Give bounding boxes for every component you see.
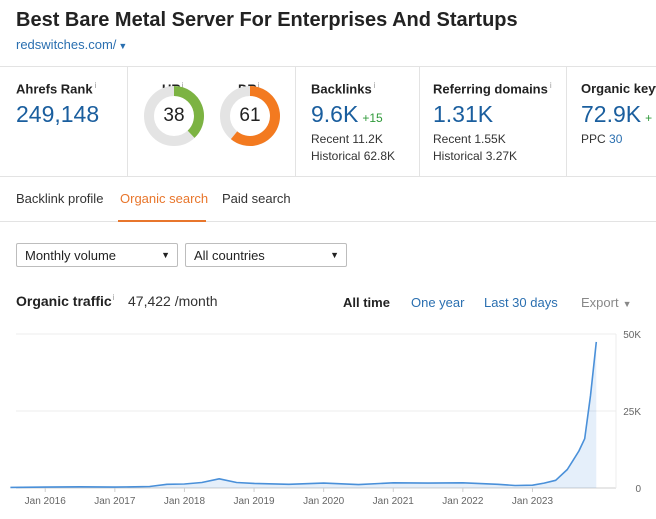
x-tick-label: Jan 2016	[25, 496, 67, 507]
x-tick-label: Jan 2023	[512, 496, 554, 507]
referring-domains-label: Referring domains i	[433, 81, 552, 97]
ur-value: 38	[163, 105, 185, 126]
report-tabs: Backlink profile Organic search Paid sea…	[0, 178, 656, 222]
x-tick-label: Jan 2022	[442, 496, 484, 507]
chevron-down-icon[interactable]: ▼	[118, 41, 128, 51]
dr-gauge	[220, 86, 280, 146]
ur-dr-card: URi 38 DRi 61	[128, 67, 296, 177]
backlinks-recent: Recent 11.2K	[311, 132, 383, 146]
dr-value: 61	[239, 105, 261, 126]
info-icon[interactable]: i	[549, 81, 552, 90]
organic-keywords-value[interactable]: 72.9K +	[581, 101, 653, 127]
x-tick-label: Jan 2018	[164, 496, 206, 507]
ahrefs-rank-card: Ahrefs Rank i 249,148	[0, 67, 128, 177]
ur-gauge-arc	[173, 86, 204, 138]
caret-down-icon: ▼	[330, 250, 339, 260]
x-tick-label: Jan 2020	[303, 496, 345, 507]
backlinks-value[interactable]: 9.6K +15	[311, 101, 383, 127]
ppc-count: PPC 30	[581, 132, 623, 146]
y-tick-label: 0	[635, 484, 641, 495]
volume-select[interactable]: Monthly volume ▼	[16, 243, 178, 267]
tab-paid-search[interactable]: Paid search	[222, 191, 291, 206]
info-icon[interactable]: i	[181, 81, 184, 90]
metrics-bar: Ahrefs Rank i 249,148 URi 38 DRi 61 Backl…	[0, 66, 656, 177]
range-last-30-days[interactable]: Last 30 days	[484, 295, 558, 310]
backlinks-card: Backlinks i 9.6K +15 Recent 11.2K Historic…	[296, 67, 420, 177]
country-select-value: All countries	[194, 248, 265, 263]
ahrefs-rank-value: 249,148	[16, 101, 100, 127]
referring-domains-recent: Recent 1.55K	[433, 132, 506, 146]
export-button[interactable]: Export ▼	[581, 295, 632, 310]
x-tick-label: Jan 2021	[373, 496, 415, 507]
info-icon[interactable]: i	[94, 81, 97, 90]
range-one-year[interactable]: One year	[411, 295, 465, 310]
caret-down-icon: ▼	[622, 299, 632, 309]
tab-organic-search[interactable]: Organic search	[120, 191, 209, 206]
organic-traffic-value: 47,422 /month	[128, 293, 218, 309]
info-icon[interactable]: i	[257, 81, 260, 90]
info-icon[interactable]: i	[373, 81, 376, 90]
page-title: Best Bare Metal Server For Enterprises A…	[16, 9, 518, 31]
referring-domains-card: Referring domains i 1.31K Recent 1.55K Hi…	[420, 67, 567, 177]
organic-keywords-label: Organic keyw	[581, 81, 656, 96]
organic-traffic-chart: 50K 25K 0 Jan 2016 Jan 2017 Jan 2018 Jan 2019 J…	[10, 330, 641, 507]
referring-domains-value[interactable]: 1.31K	[433, 101, 494, 127]
organic-keywords-delta: +	[645, 111, 653, 125]
x-tick-label: Jan 2017	[94, 496, 136, 507]
caret-down-icon: ▼	[161, 250, 170, 260]
y-tick-label: 50K	[623, 330, 641, 341]
volume-select-value: Monthly volume	[25, 248, 117, 263]
tab-backlink-profile[interactable]: Backlink profile	[16, 191, 104, 206]
backlinks-label: Backlinks i	[311, 81, 376, 97]
organic-traffic-title: Organic traffici	[16, 293, 115, 309]
domain-url-text[interactable]: redswitches.com/	[16, 37, 117, 52]
referring-domains-historical: Historical 3.27K	[433, 149, 518, 163]
domain-url[interactable]: redswitches.com/▼	[16, 37, 127, 52]
range-all-time[interactable]: All time	[343, 295, 390, 310]
backlinks-delta: +15	[362, 111, 383, 125]
country-select[interactable]: All countries ▼	[185, 243, 347, 267]
traffic-line	[10, 341, 598, 489]
x-tick-label: Jan 2019	[233, 496, 275, 507]
ahrefs-rank-label: Ahrefs Rank i	[16, 81, 97, 97]
info-icon[interactable]: i	[112, 293, 115, 303]
ur-gauge	[144, 86, 204, 146]
backlinks-historical: Historical 62.8K	[311, 149, 396, 163]
active-tab-indicator	[118, 220, 206, 222]
organic-keywords-card: Organic keyw 72.9K+ PPC 30	[567, 67, 656, 177]
traffic-area	[10, 341, 597, 488]
y-tick-label: 25K	[623, 407, 641, 418]
dr-gauge-arc	[230, 86, 280, 146]
